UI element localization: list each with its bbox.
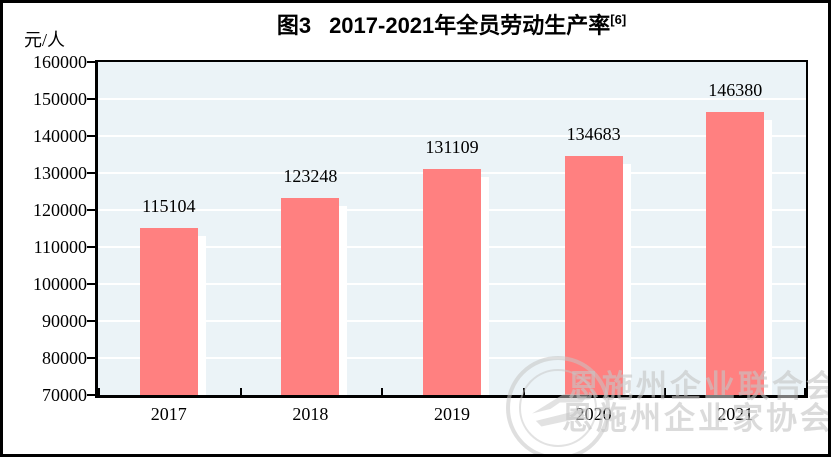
chart-title: 图3 2017-2021年全员劳动生产率[6]	[95, 8, 808, 40]
bar-value-label: 131109	[425, 136, 479, 157]
y-axis-unit-label: 元/人	[24, 30, 66, 50]
x-axis-tick-label: 2020	[575, 404, 612, 424]
bar-value-label: 123248	[283, 165, 338, 186]
y-axis-tick	[87, 394, 95, 396]
bar-shadow	[197, 236, 206, 395]
y-axis-tick-label: 150000	[33, 89, 87, 109]
y-axis-tick	[87, 135, 95, 137]
y-axis-tick	[87, 98, 95, 100]
bar-value-label: 115104	[142, 196, 196, 217]
y-axis-tick	[87, 172, 95, 174]
y-axis-tick	[87, 357, 95, 359]
chart-title-main: 2017-2021年全员劳动生产率	[329, 13, 611, 38]
y-axis-tick-label: 160000	[33, 52, 87, 72]
y-axis-tick	[87, 283, 95, 285]
bar	[139, 228, 198, 395]
x-axis-tick	[381, 388, 384, 395]
y-axis-tick-label: 90000	[42, 311, 87, 331]
plot-area: 115104 123248 131109 134683 146380	[95, 60, 808, 398]
y-axis-tick	[87, 320, 95, 322]
y-axis-tick	[87, 61, 95, 63]
bar	[564, 155, 623, 395]
y-axis-tick-label: 130000	[33, 163, 87, 183]
y-axis-tick-label: 80000	[42, 348, 87, 368]
gridline	[98, 135, 806, 137]
y-axis-tick-label: 110000	[33, 237, 87, 257]
bar	[423, 168, 481, 395]
chart-title-prefix: 图3	[276, 13, 312, 38]
bar	[706, 112, 765, 395]
y-axis-tick-label: 100000	[33, 274, 87, 294]
plot-inner: 115104 123248 131109 134683 146380	[98, 62, 806, 395]
bar-shadow	[764, 120, 773, 395]
x-axis-tick-label: 2018	[292, 404, 329, 424]
bar-shadow	[622, 163, 631, 395]
y-axis-tick-label: 140000	[33, 126, 87, 146]
chart-title-footnote: [6]	[610, 12, 627, 27]
y-axis-tick	[87, 209, 95, 211]
bar-value-label: 134683	[566, 123, 621, 144]
x-axis-tick	[804, 388, 806, 395]
y-axis-tick-label: 120000	[33, 200, 87, 220]
bar	[281, 197, 340, 395]
x-axis-tick-label: 2019	[434, 404, 470, 424]
x-axis-tick	[239, 388, 242, 395]
x-axis-tick	[522, 388, 525, 395]
x-axis-tick	[98, 388, 100, 395]
bar-value-label: 146380	[708, 80, 763, 101]
y-axis-tick	[87, 246, 95, 248]
x-axis-tick-label: 2017	[150, 404, 187, 424]
gridline	[98, 98, 806, 100]
y-axis-tick-label: 70000	[42, 385, 87, 405]
bar-shadow	[481, 176, 489, 395]
x-axis-tick-label: 2021	[717, 404, 754, 424]
x-axis-tick	[664, 388, 667, 395]
bar-shadow	[339, 205, 348, 395]
